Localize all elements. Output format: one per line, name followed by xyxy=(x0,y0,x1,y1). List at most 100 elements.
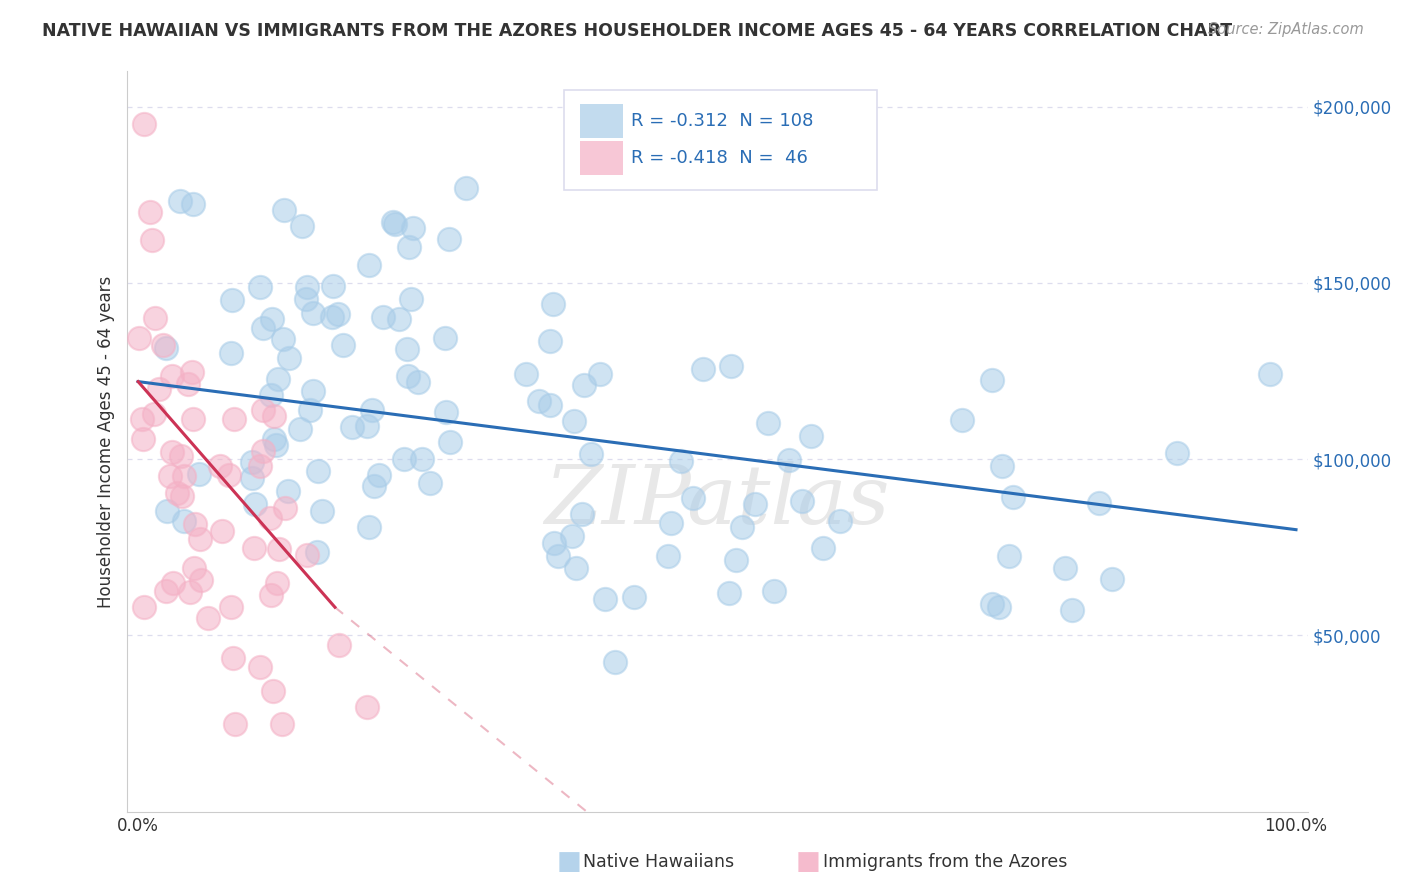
Point xyxy=(744,497,766,511)
Point xyxy=(141,233,163,247)
Point xyxy=(623,591,645,605)
Point xyxy=(301,384,323,399)
Point xyxy=(188,467,211,482)
Point xyxy=(562,414,585,428)
Point xyxy=(1062,603,1084,617)
Point xyxy=(208,458,231,473)
Point xyxy=(222,650,245,665)
Point xyxy=(731,520,754,534)
Point xyxy=(290,422,312,436)
Point xyxy=(371,310,394,325)
Point xyxy=(396,369,419,384)
Point xyxy=(384,217,406,231)
Point xyxy=(278,351,301,365)
Point xyxy=(252,403,274,417)
Point xyxy=(160,445,183,459)
Point xyxy=(361,403,384,417)
Text: R = -0.418  N =  46: R = -0.418 N = 46 xyxy=(631,149,807,167)
Point xyxy=(249,280,271,294)
Point xyxy=(181,197,204,211)
Point xyxy=(264,438,287,452)
Point xyxy=(190,573,212,587)
Point xyxy=(756,416,779,430)
Point xyxy=(792,494,814,508)
Point xyxy=(990,458,1012,473)
Point xyxy=(263,409,285,423)
Point xyxy=(301,306,323,320)
Point xyxy=(160,369,183,384)
Point xyxy=(143,311,166,326)
Point xyxy=(720,359,742,374)
Point xyxy=(811,541,834,556)
Point xyxy=(240,471,263,485)
Point xyxy=(132,600,155,615)
FancyBboxPatch shape xyxy=(581,104,623,138)
Point xyxy=(381,215,404,229)
Point xyxy=(527,394,550,409)
Point xyxy=(657,549,679,563)
Point xyxy=(277,483,299,498)
Point xyxy=(172,489,194,503)
Point xyxy=(249,660,271,674)
Point xyxy=(252,321,274,335)
Point xyxy=(211,524,233,538)
Point xyxy=(173,468,195,483)
Point xyxy=(219,346,242,360)
Point xyxy=(224,411,246,425)
Point xyxy=(197,611,219,625)
Point xyxy=(367,468,389,483)
Point xyxy=(392,451,415,466)
Point xyxy=(589,368,612,382)
Point xyxy=(830,514,852,528)
Point xyxy=(269,541,291,556)
Point xyxy=(291,219,314,234)
Point xyxy=(328,638,350,652)
Point xyxy=(295,549,318,563)
Point xyxy=(305,544,328,558)
Point xyxy=(297,280,319,294)
Point xyxy=(543,536,565,550)
Point xyxy=(669,454,692,468)
Point xyxy=(593,592,616,607)
Point xyxy=(307,464,329,478)
Point xyxy=(298,403,321,417)
Point xyxy=(411,451,433,466)
Point xyxy=(266,575,288,590)
Point xyxy=(439,435,461,450)
Point xyxy=(356,699,378,714)
Point xyxy=(170,450,193,464)
Point xyxy=(398,240,420,254)
Point xyxy=(340,419,363,434)
FancyBboxPatch shape xyxy=(564,90,876,190)
Point xyxy=(252,443,274,458)
Point xyxy=(356,419,378,434)
Y-axis label: Householder Income Ages 45 - 64 years: Householder Income Ages 45 - 64 years xyxy=(97,276,115,607)
Point xyxy=(260,588,283,602)
Point xyxy=(363,478,385,492)
Point xyxy=(132,433,155,447)
Point xyxy=(295,292,318,306)
Point xyxy=(177,376,200,391)
Point xyxy=(1101,572,1123,586)
Point xyxy=(418,476,440,491)
Point xyxy=(166,486,188,500)
Point xyxy=(717,586,740,600)
Point xyxy=(434,405,457,419)
Point xyxy=(538,334,561,348)
Text: Source: ZipAtlas.com: Source: ZipAtlas.com xyxy=(1208,22,1364,37)
Point xyxy=(980,597,1002,611)
Point xyxy=(1088,496,1111,510)
Point xyxy=(437,232,460,246)
Point xyxy=(271,333,294,347)
Text: Native Hawaiians: Native Hawaiians xyxy=(583,853,734,871)
Point xyxy=(395,342,418,356)
Point xyxy=(357,520,380,534)
Point xyxy=(692,362,714,376)
Point xyxy=(541,297,564,311)
Point xyxy=(311,504,333,518)
Point xyxy=(538,398,561,412)
Point xyxy=(260,312,283,326)
Point xyxy=(181,412,204,426)
Point xyxy=(183,560,205,574)
Point xyxy=(173,514,195,528)
